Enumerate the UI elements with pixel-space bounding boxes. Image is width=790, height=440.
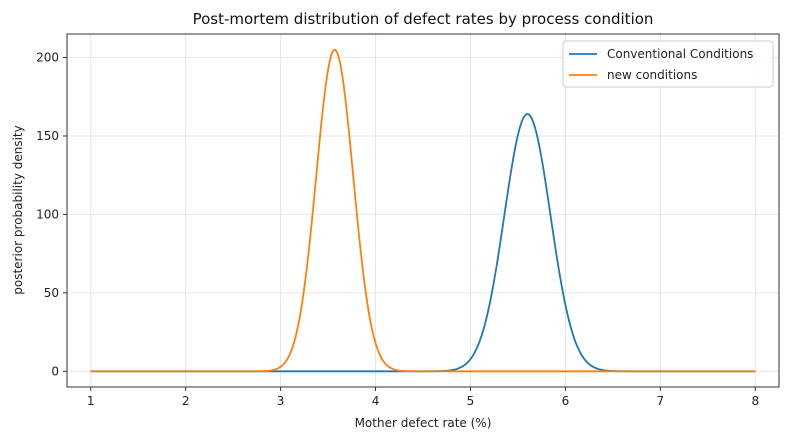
x-tick-label: 8: [751, 394, 759, 408]
y-tick-label: 200: [36, 51, 59, 65]
legend-label: Conventional Conditions: [607, 47, 753, 61]
y-tick-label: 0: [51, 364, 59, 378]
y-axis-ticks: 0 50 100 150 200: [36, 51, 67, 378]
x-tick-label: 2: [182, 394, 190, 408]
series-layer: [90, 48, 756, 373]
x-tick-label: 1: [87, 394, 95, 408]
y-tick-label: 150: [36, 129, 59, 143]
y-tick-label: 100: [36, 207, 59, 221]
x-tick-label: 3: [277, 394, 285, 408]
y-axis-label: posterior probability density: [11, 125, 25, 295]
y-tick-label: 50: [44, 286, 59, 300]
series-line-1: [90, 113, 756, 373]
series-line-2: [90, 48, 756, 373]
x-tick-label: 4: [372, 394, 380, 408]
x-axis-label: Mother defect rate (%): [355, 416, 492, 430]
legend: Conventional Conditions new conditions: [562, 40, 774, 88]
chart-title: Post-mortem distribution of defect rates…: [193, 10, 654, 28]
x-tick-label: 7: [657, 394, 665, 408]
x-tick-label: 5: [467, 394, 475, 408]
x-axis-ticks: 1 2 3 4 5 6 7 8: [87, 387, 759, 408]
x-tick-label: 6: [562, 394, 570, 408]
plot-frame: [66, 33, 780, 388]
legend-label: new conditions: [607, 68, 697, 82]
legend-box: [562, 40, 774, 88]
